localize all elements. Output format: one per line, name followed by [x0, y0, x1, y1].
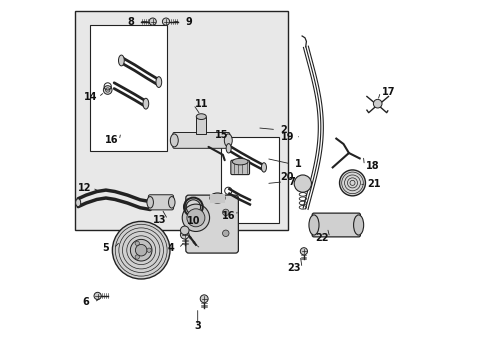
- Ellipse shape: [156, 77, 162, 87]
- Text: 17: 17: [381, 87, 394, 97]
- Text: 12: 12: [78, 183, 91, 193]
- Text: 3: 3: [194, 321, 201, 331]
- Circle shape: [186, 209, 204, 227]
- Ellipse shape: [170, 134, 178, 147]
- Circle shape: [200, 295, 208, 303]
- Ellipse shape: [118, 55, 124, 66]
- Ellipse shape: [339, 170, 365, 196]
- Ellipse shape: [76, 199, 81, 207]
- Circle shape: [135, 255, 139, 259]
- Text: 10: 10: [187, 216, 201, 226]
- Ellipse shape: [196, 114, 206, 120]
- Text: 7: 7: [287, 177, 294, 187]
- Circle shape: [300, 248, 307, 255]
- Text: 13: 13: [153, 215, 166, 225]
- Text: 5: 5: [102, 243, 109, 253]
- Text: 18: 18: [365, 161, 378, 171]
- Text: 15: 15: [215, 130, 228, 140]
- Bar: [75, 11, 287, 230]
- FancyBboxPatch shape: [148, 195, 173, 210]
- Ellipse shape: [142, 98, 148, 109]
- Ellipse shape: [168, 197, 175, 208]
- Circle shape: [180, 226, 189, 235]
- Circle shape: [180, 230, 189, 239]
- Ellipse shape: [261, 163, 266, 172]
- Text: 4: 4: [167, 243, 174, 253]
- Ellipse shape: [146, 197, 153, 208]
- Bar: [89, 25, 167, 151]
- Text: 2: 2: [280, 125, 287, 135]
- Circle shape: [103, 86, 112, 94]
- Bar: [209, 194, 224, 203]
- Circle shape: [222, 230, 228, 237]
- Ellipse shape: [353, 215, 363, 235]
- Text: 21: 21: [366, 179, 380, 189]
- Text: 16: 16: [222, 211, 235, 221]
- Circle shape: [373, 99, 381, 108]
- Ellipse shape: [232, 158, 247, 165]
- Circle shape: [162, 18, 169, 25]
- Circle shape: [94, 292, 101, 300]
- Text: 23: 23: [287, 263, 300, 273]
- Text: 20: 20: [280, 172, 293, 182]
- FancyBboxPatch shape: [185, 195, 238, 253]
- FancyBboxPatch shape: [230, 160, 249, 175]
- FancyBboxPatch shape: [172, 132, 229, 148]
- Circle shape: [222, 209, 228, 216]
- Text: 22: 22: [314, 233, 328, 243]
- FancyBboxPatch shape: [311, 213, 360, 237]
- Ellipse shape: [225, 144, 231, 153]
- Bar: [196, 117, 206, 134]
- Circle shape: [149, 18, 156, 25]
- Circle shape: [112, 221, 170, 279]
- Ellipse shape: [224, 134, 232, 147]
- Bar: [221, 137, 278, 223]
- Text: 1: 1: [295, 159, 301, 169]
- Circle shape: [135, 241, 139, 246]
- Text: 8: 8: [127, 17, 134, 27]
- Text: 11: 11: [194, 99, 207, 109]
- Text: 19: 19: [281, 132, 294, 142]
- Text: 6: 6: [82, 297, 89, 307]
- Ellipse shape: [308, 215, 318, 235]
- Circle shape: [130, 239, 152, 261]
- Text: 16: 16: [104, 135, 118, 145]
- Circle shape: [146, 248, 151, 252]
- Ellipse shape: [209, 193, 224, 203]
- Text: 14: 14: [83, 92, 97, 102]
- Circle shape: [182, 204, 209, 231]
- Circle shape: [135, 244, 146, 256]
- Text: 9: 9: [185, 17, 192, 27]
- Circle shape: [294, 175, 311, 192]
